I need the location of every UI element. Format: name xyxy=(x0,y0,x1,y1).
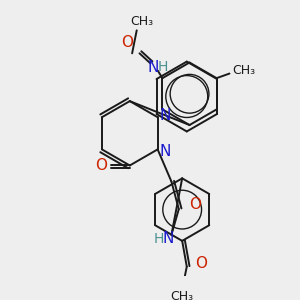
Text: O: O xyxy=(189,197,201,212)
Text: CH₃: CH₃ xyxy=(130,15,153,28)
Text: N: N xyxy=(163,231,174,246)
Text: O: O xyxy=(95,158,107,173)
Text: CH₃: CH₃ xyxy=(232,64,256,77)
Text: O: O xyxy=(196,256,208,271)
Text: O: O xyxy=(122,35,134,50)
Text: CH₃: CH₃ xyxy=(171,290,194,300)
Text: H: H xyxy=(157,60,168,74)
Text: N: N xyxy=(159,144,171,159)
Text: N: N xyxy=(159,108,171,123)
Text: N: N xyxy=(148,60,159,75)
Text: H: H xyxy=(153,232,164,246)
